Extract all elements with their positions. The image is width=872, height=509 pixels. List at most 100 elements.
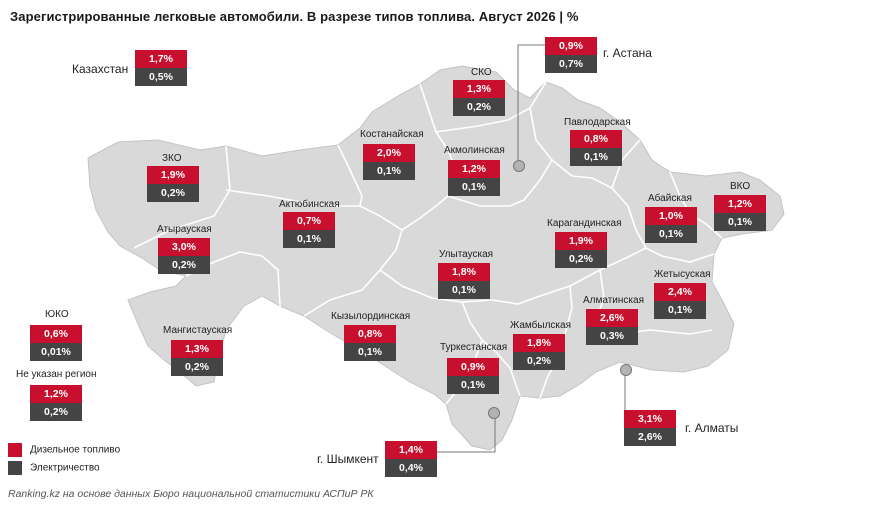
zhetysu-diesel-value: 2,4% bbox=[654, 283, 706, 301]
label-abay: Абайская bbox=[648, 193, 692, 204]
legend-diesel-swatch bbox=[8, 443, 22, 457]
vko-diesel-value: 1,2% bbox=[714, 195, 766, 213]
sko-diesel-value: 1,3% bbox=[453, 80, 505, 98]
akmola-diesel-value: 1,2% bbox=[448, 160, 500, 178]
shymkent-marker bbox=[488, 407, 500, 419]
label-uko: ЮКО bbox=[45, 309, 69, 320]
almaty-diesel-value: 3,1% bbox=[624, 410, 676, 428]
box-almaty: 3,1% 2,6% bbox=[624, 410, 676, 446]
box-zhetysu: 2,4% 0,1% bbox=[654, 283, 706, 319]
karaganda-electric-value: 0,2% bbox=[555, 250, 607, 268]
almaty-electric-value: 2,6% bbox=[624, 428, 676, 446]
label-astana: г. Астана bbox=[603, 46, 652, 60]
label-sko: СКО bbox=[471, 67, 492, 78]
legend-electric-swatch bbox=[8, 461, 22, 475]
aktobe-diesel-value: 0,7% bbox=[283, 212, 335, 230]
label-kyzylorda: Кызылординская bbox=[331, 311, 411, 322]
mangystau-diesel-value: 1,3% bbox=[171, 340, 223, 358]
astana-diesel-value: 0,9% bbox=[545, 37, 597, 55]
box-ulytau: 1,8% 0,1% bbox=[438, 263, 490, 299]
box-turkestan: 0,9% 0,1% bbox=[447, 358, 499, 394]
zko-diesel-value: 1,9% bbox=[147, 166, 199, 184]
turkestan-diesel-value: 0,9% bbox=[447, 358, 499, 376]
box-mangystau: 1,3% 0,2% bbox=[171, 340, 223, 376]
karaganda-diesel-value: 1,9% bbox=[555, 232, 607, 250]
kostanay-diesel-value: 2,0% bbox=[363, 144, 415, 162]
box-kostanay: 2,0% 0,1% bbox=[363, 144, 415, 180]
box-kyzylorda: 0,8% 0,1% bbox=[344, 325, 396, 361]
label-kostanay: Костанайская bbox=[360, 129, 424, 140]
noreg-electric-value: 0,2% bbox=[30, 403, 82, 421]
label-almaty-reg: Алматинская bbox=[583, 295, 644, 306]
abay-electric-value: 0,1% bbox=[645, 225, 697, 243]
label-karaganda: Карагандинская bbox=[547, 218, 622, 229]
mangystau-electric-value: 0,2% bbox=[171, 358, 223, 376]
ulytau-electric-value: 0,1% bbox=[438, 281, 490, 299]
kyzylorda-electric-value: 0,1% bbox=[344, 343, 396, 361]
zhambyl-electric-value: 0,2% bbox=[513, 352, 565, 370]
aktobe-electric-value: 0,1% bbox=[283, 230, 335, 248]
legend-diesel: Дизельное топливо bbox=[8, 443, 120, 457]
astana-marker bbox=[513, 160, 525, 172]
box-aktobe: 0,7% 0,1% bbox=[283, 212, 335, 248]
label-zhambyl: Жамбылская bbox=[510, 320, 571, 331]
legend-electric: Электричество bbox=[8, 461, 100, 475]
label-pavlodar: Павлодарская bbox=[564, 117, 631, 128]
label-zko: ЗКО bbox=[162, 153, 182, 164]
label-mangystau: Мангистауская bbox=[163, 325, 233, 336]
label-turkestan: Туркестанская bbox=[440, 342, 508, 353]
pavlodar-electric-value: 0,1% bbox=[570, 148, 622, 166]
zhetysu-electric-value: 0,1% bbox=[654, 301, 706, 319]
label-atyrau: Атырауская bbox=[157, 224, 212, 235]
label-ulytau: Улытауская bbox=[439, 249, 494, 260]
chart-title: Зарегистрированные легковые автомобили. … bbox=[10, 9, 579, 24]
box-noreg: 1,2% 0,2% bbox=[30, 385, 82, 421]
label-aktobe: Актюбинская bbox=[279, 199, 340, 210]
zko-electric-value: 0,2% bbox=[147, 184, 199, 202]
box-abay: 1,0% 0,1% bbox=[645, 207, 697, 243]
sko-electric-value: 0,2% bbox=[453, 98, 505, 116]
almaty-reg-diesel-value: 2,6% bbox=[586, 309, 638, 327]
turkestan-electric-value: 0,1% bbox=[447, 376, 499, 394]
zhambyl-diesel-value: 1,8% bbox=[513, 334, 565, 352]
label-kz: Казахстан bbox=[72, 62, 129, 76]
city-markers bbox=[488, 160, 632, 419]
atyrau-electric-value: 0,2% bbox=[158, 256, 210, 274]
uko-electric-value: 0,01% bbox=[30, 343, 82, 361]
box-atyrau: 3,0% 0,2% bbox=[158, 238, 210, 274]
label-almaty: г. Алматы bbox=[685, 421, 739, 435]
atyrau-diesel-value: 3,0% bbox=[158, 238, 210, 256]
kz-diesel-value: 1,7% bbox=[135, 50, 187, 68]
ulytau-diesel-value: 1,8% bbox=[438, 263, 490, 281]
box-sko: 1,3% 0,2% bbox=[453, 80, 505, 116]
box-kz: 1,7% 0,5% bbox=[135, 50, 187, 86]
akmola-electric-value: 0,1% bbox=[448, 178, 500, 196]
legend-diesel-label: Дизельное топливо bbox=[30, 444, 121, 456]
box-almaty-reg: 2,6% 0,3% bbox=[586, 309, 638, 345]
almaty-marker bbox=[620, 364, 632, 376]
box-astana: 0,9% 0,7% bbox=[545, 37, 597, 73]
vko-electric-value: 0,1% bbox=[714, 213, 766, 231]
label-vko: ВКО bbox=[730, 181, 751, 192]
kz-electric-value: 0,5% bbox=[135, 68, 187, 86]
box-karaganda: 1,9% 0,2% bbox=[555, 232, 607, 268]
uko-diesel-value: 0,6% bbox=[30, 325, 82, 343]
noreg-diesel-value: 1,2% bbox=[30, 385, 82, 403]
box-pavlodar: 0,8% 0,1% bbox=[570, 130, 622, 166]
label-akmola: Акмолинская bbox=[444, 145, 505, 156]
label-noreg: Не указан регион bbox=[16, 369, 97, 380]
box-shymkent: 1,4% 0,4% bbox=[385, 441, 437, 477]
shymkent-electric-value: 0,4% bbox=[385, 459, 437, 477]
box-uko: 0,6% 0,01% bbox=[30, 325, 82, 361]
legend-electric-label: Электричество bbox=[30, 462, 100, 474]
astana-electric-value: 0,7% bbox=[545, 55, 597, 73]
kostanay-electric-value: 0,1% bbox=[363, 162, 415, 180]
box-vko: 1,2% 0,1% bbox=[714, 195, 766, 231]
box-akmola: 1,2% 0,1% bbox=[448, 160, 500, 196]
kyzylorda-diesel-value: 0,8% bbox=[344, 325, 396, 343]
box-zhambyl: 1,8% 0,2% bbox=[513, 334, 565, 370]
almaty-reg-electric-value: 0,3% bbox=[586, 327, 638, 345]
shymkent-diesel-value: 1,4% bbox=[385, 441, 437, 459]
label-zhetysu: Жетысуская bbox=[654, 269, 711, 280]
